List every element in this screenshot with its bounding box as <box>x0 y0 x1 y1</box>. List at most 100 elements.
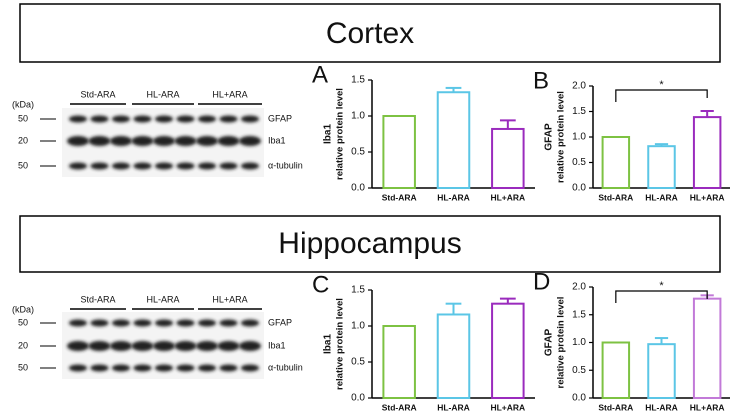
kda-marker: 50 <box>18 362 28 372</box>
protein-label: Iba1 <box>268 340 286 350</box>
bar <box>382 325 416 399</box>
x-tick-label: Std-ARA <box>598 192 633 202</box>
bar <box>382 115 416 189</box>
blot-band <box>133 115 152 123</box>
blot-band <box>176 162 195 170</box>
panel-letter: B <box>533 67 549 94</box>
blot-band <box>198 364 216 372</box>
blot-band <box>219 115 238 123</box>
bar <box>491 127 525 190</box>
section-title: Cortex <box>326 17 414 50</box>
blot-band <box>241 115 259 123</box>
blot-band <box>198 115 216 123</box>
error-bar <box>700 109 714 118</box>
blot-band <box>155 115 173 123</box>
blot-band <box>69 115 87 123</box>
blot-band <box>69 364 87 372</box>
blot-band <box>69 319 87 327</box>
x-tick-label: HL+ARA <box>490 402 525 411</box>
x-tick-label: Std-ARA <box>382 402 417 411</box>
blot-band <box>153 136 175 146</box>
significance-bracket <box>615 89 708 102</box>
blot-band <box>174 341 197 351</box>
blot-band <box>110 136 132 146</box>
x-tick-label: HL-ARA <box>437 192 470 202</box>
kda-marker: 50 <box>18 113 28 123</box>
protein-label: Iba1 <box>268 135 286 145</box>
y-tick-label: 1.0 <box>572 337 586 348</box>
blot-band <box>219 162 238 170</box>
blot-band <box>155 162 173 170</box>
blot-group: HL-ARA <box>146 89 179 99</box>
blot-band <box>219 364 238 372</box>
kda-marker: 20 <box>18 135 28 145</box>
bar <box>491 302 525 399</box>
protein-label: α-tubulin <box>268 160 303 170</box>
header-box <box>19 215 721 273</box>
y-tick-label: 0.5 <box>351 147 365 158</box>
y-tick-label: 1.5 <box>351 75 365 86</box>
y-tick-label: 0.0 <box>351 183 365 194</box>
panel-letter: A <box>312 61 328 88</box>
bar <box>692 297 722 399</box>
y-label: GFAP <box>544 123 555 151</box>
bar <box>647 145 676 189</box>
bar <box>601 136 631 189</box>
y-tick-label: 1.0 <box>572 132 586 143</box>
blot-group: HL+ARA <box>212 89 247 99</box>
error-bar <box>445 302 462 315</box>
blot-band <box>241 162 259 170</box>
blot-band <box>176 319 195 327</box>
blot-band <box>131 341 154 351</box>
protein-label: α-tubulin <box>268 362 303 372</box>
blot-band <box>153 341 175 351</box>
protein-label: GFAP <box>268 113 292 123</box>
y-tick-label: 0.5 <box>351 357 365 368</box>
blot-group: Std-ARA <box>80 89 115 99</box>
bar <box>601 341 631 399</box>
significance-label: * <box>659 280 664 292</box>
blot-band <box>133 162 152 170</box>
kda-marker: 50 <box>18 317 28 327</box>
blot-band <box>239 136 261 146</box>
x-tick-label: HL+ARA <box>690 192 725 202</box>
x-tick-label: Std-ARA <box>382 192 417 202</box>
section-title: Hippocampus <box>278 227 461 260</box>
blot-unit: (kDa) <box>12 99 34 109</box>
y-label-sub: relative protein level <box>335 298 346 390</box>
y-tick-label: 1.5 <box>351 285 365 296</box>
y-tick-label: 0.0 <box>572 183 586 194</box>
blot-band <box>174 136 197 146</box>
blot-band <box>131 136 154 146</box>
x-tick-label: HL-ARA <box>437 402 470 411</box>
error-bar <box>654 143 669 147</box>
protein-label: GFAP <box>268 317 292 327</box>
x-tick-label: HL-ARA <box>645 192 678 202</box>
blot-band <box>69 162 87 170</box>
blot-band <box>112 162 130 170</box>
blot-band <box>133 319 152 327</box>
blot-band <box>176 115 195 123</box>
y-tick-label: 0.0 <box>572 393 586 404</box>
error-bar <box>499 297 516 304</box>
blot-band <box>112 319 130 327</box>
blot-band <box>88 341 111 351</box>
y-tick-label: 1.5 <box>572 309 586 320</box>
blot-band <box>176 364 195 372</box>
blot-band <box>67 341 89 351</box>
blot-band <box>196 341 218 351</box>
error-bar <box>445 86 462 93</box>
blot-group: Std-ARA <box>80 294 115 304</box>
bar <box>692 116 722 189</box>
blot-band <box>239 341 261 351</box>
bar <box>647 343 676 400</box>
blot-group: HL+ARA <box>212 294 247 304</box>
kda-marker: 50 <box>18 160 28 170</box>
blot-band <box>241 364 259 372</box>
error-bar <box>654 337 669 345</box>
y-label-sub: relative protein level <box>335 88 346 180</box>
y-label: Iba1 <box>323 334 334 354</box>
blot-band <box>110 341 132 351</box>
blot-band <box>241 319 259 327</box>
